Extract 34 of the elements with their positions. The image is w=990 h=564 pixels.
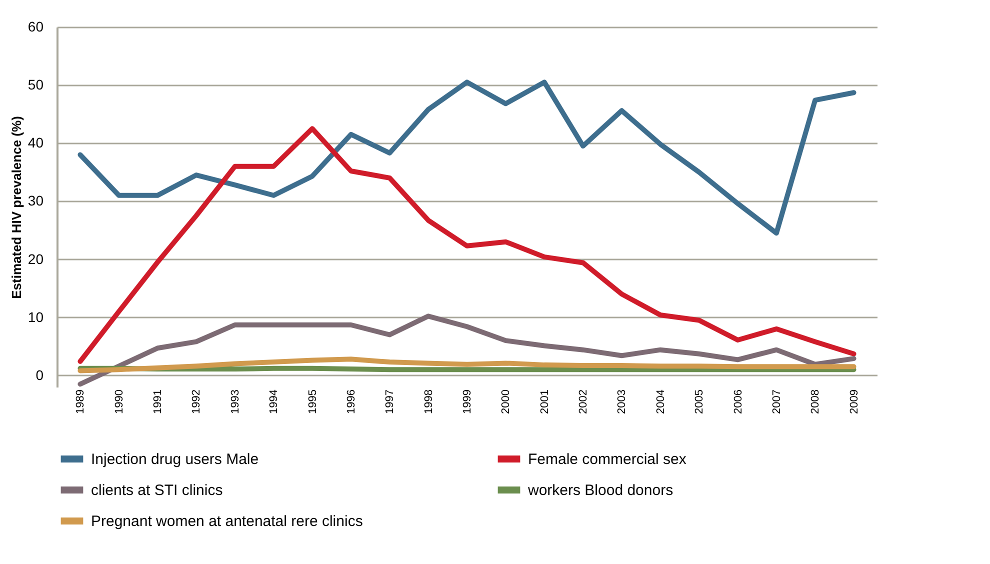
x-tick-label: 2004 xyxy=(654,390,667,414)
x-tick-label: 1989 xyxy=(74,390,87,414)
x-tick-label: 1996 xyxy=(345,390,358,414)
y-tick-label: 20 xyxy=(28,250,44,267)
x-tick-label: 1997 xyxy=(384,390,396,414)
y-tick-label: 40 xyxy=(28,134,44,151)
x-tick-label: 2006 xyxy=(732,390,744,414)
x-tick-label: 1990 xyxy=(113,390,126,414)
x-tick-label: 2009 xyxy=(848,390,860,414)
legend-label: clients at STI clinics xyxy=(91,482,223,499)
y-tick-label: 30 xyxy=(28,192,44,209)
legend-label: Female commercial sex xyxy=(528,451,687,468)
x-tick-label: 1995 xyxy=(306,390,319,414)
y-axis-title: Estimated HIV prevalence (%) xyxy=(8,116,24,299)
y-tick-label: 0 xyxy=(36,366,44,383)
legend-label: Pregnant women at antenatal rere clinics xyxy=(91,513,363,530)
x-tick-label: 1992 xyxy=(190,390,203,414)
legend-label: workers Blood donors xyxy=(527,482,674,499)
legend-label: Injection drug users Male xyxy=(91,451,259,468)
x-tick-label: 2005 xyxy=(694,390,706,414)
x-tick-label: 2007 xyxy=(770,390,783,414)
x-tick-label: 2002 xyxy=(578,390,590,414)
x-tick-label: 1994 xyxy=(268,390,280,414)
x-tick-label: 2003 xyxy=(616,390,628,414)
x-tick-label: 2000 xyxy=(500,390,512,414)
x-tick-label: 1999 xyxy=(462,390,474,414)
x-tick-label: 1993 xyxy=(229,390,242,414)
x-tick-label: 1998 xyxy=(422,390,435,414)
x-tick-label: 2001 xyxy=(538,390,551,414)
x-tick-label: 1991 xyxy=(152,390,164,414)
y-tick-label: 50 xyxy=(28,76,44,93)
y-tick-label: 60 xyxy=(28,18,44,34)
y-tick-label: 10 xyxy=(28,308,44,325)
x-tick-label: 2008 xyxy=(810,390,822,414)
